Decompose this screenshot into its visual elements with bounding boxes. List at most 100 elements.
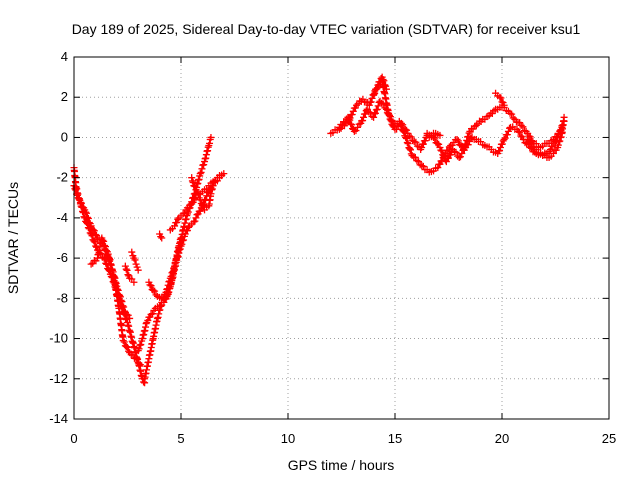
data-point [176, 239, 184, 247]
data-point [403, 126, 411, 134]
data-point [472, 121, 480, 129]
data-point [119, 302, 127, 310]
data-point [188, 200, 196, 208]
data-point [206, 139, 214, 147]
data-point [147, 282, 155, 290]
data-point [433, 139, 441, 147]
data-point [437, 146, 445, 154]
y-axis-label: SDTVAR / TECUs [5, 182, 21, 294]
data-point [198, 201, 206, 209]
data-point [184, 223, 192, 231]
data-point [123, 310, 131, 318]
data-point [496, 93, 504, 101]
data-point [401, 125, 409, 133]
y-tick-label: -14 [49, 411, 68, 426]
data-point [131, 256, 139, 264]
data-point [382, 85, 390, 93]
data-point [431, 135, 439, 143]
data-point [197, 168, 205, 176]
data-point [418, 162, 426, 170]
x-tick-label: 10 [281, 431, 295, 446]
data-point [146, 281, 154, 289]
data-point [415, 158, 423, 166]
data-point [435, 140, 443, 148]
y-tick-label: 4 [61, 49, 68, 64]
data-point [556, 137, 564, 145]
data-point [196, 207, 204, 215]
data-point [179, 210, 187, 218]
data-point [410, 137, 418, 145]
data-point [506, 109, 514, 117]
data-point [140, 378, 148, 386]
data-point [191, 183, 199, 191]
data-point [456, 153, 464, 161]
x-axis-label: GPS time / hours [288, 457, 395, 473]
data-point [373, 105, 381, 113]
data-point [147, 310, 155, 318]
data-point [388, 118, 396, 126]
data-point [75, 195, 83, 203]
data-point [509, 114, 517, 122]
data-point [359, 117, 367, 125]
data-point [177, 234, 185, 242]
data-point [92, 242, 100, 250]
data-point [218, 172, 226, 180]
data-point [386, 113, 394, 121]
data-point [365, 108, 373, 116]
x-tick-label: 5 [177, 431, 184, 446]
data-point [183, 227, 191, 235]
y-tick-label: -10 [49, 331, 68, 346]
data-point [118, 298, 126, 306]
data-point [164, 281, 172, 289]
data-point [352, 101, 360, 109]
data-point [117, 296, 125, 304]
data-point [151, 287, 159, 295]
data-point [348, 121, 356, 129]
data-point [496, 147, 504, 155]
data-point [132, 355, 140, 363]
data-point [464, 141, 472, 149]
data-point [128, 248, 136, 256]
data-point [188, 177, 196, 185]
data-point [82, 208, 90, 216]
data-point [500, 101, 508, 109]
data-point [498, 140, 506, 148]
data-point [526, 139, 534, 147]
data-point [200, 161, 208, 169]
data-point [120, 303, 128, 311]
data-point [124, 311, 132, 319]
data-point [149, 286, 157, 294]
data-point [191, 217, 199, 225]
data-point [129, 351, 137, 359]
x-tick-label: 15 [388, 431, 402, 446]
data-point [465, 137, 473, 145]
data-point [404, 140, 412, 148]
data-point [74, 194, 82, 202]
data-point [126, 314, 134, 322]
data-point [411, 153, 419, 161]
data-point [554, 141, 562, 149]
data-point [467, 134, 475, 142]
data-point [370, 113, 378, 121]
data-point [208, 186, 216, 194]
data-point [133, 263, 141, 271]
data-point [381, 81, 389, 89]
data-point [514, 127, 522, 135]
data-point [83, 209, 91, 217]
data-point [403, 139, 411, 147]
data-point [89, 226, 97, 234]
data-point [455, 154, 463, 162]
data-point [124, 343, 131, 351]
data-point [159, 294, 167, 302]
data-point [194, 190, 202, 198]
data-point [413, 157, 421, 165]
data-point [350, 127, 358, 135]
data-point [101, 241, 109, 249]
data-point [196, 170, 204, 178]
data-point [387, 117, 395, 125]
data-point [71, 185, 79, 193]
data-point [525, 138, 533, 146]
data-point [157, 233, 165, 241]
data-point [367, 98, 375, 106]
